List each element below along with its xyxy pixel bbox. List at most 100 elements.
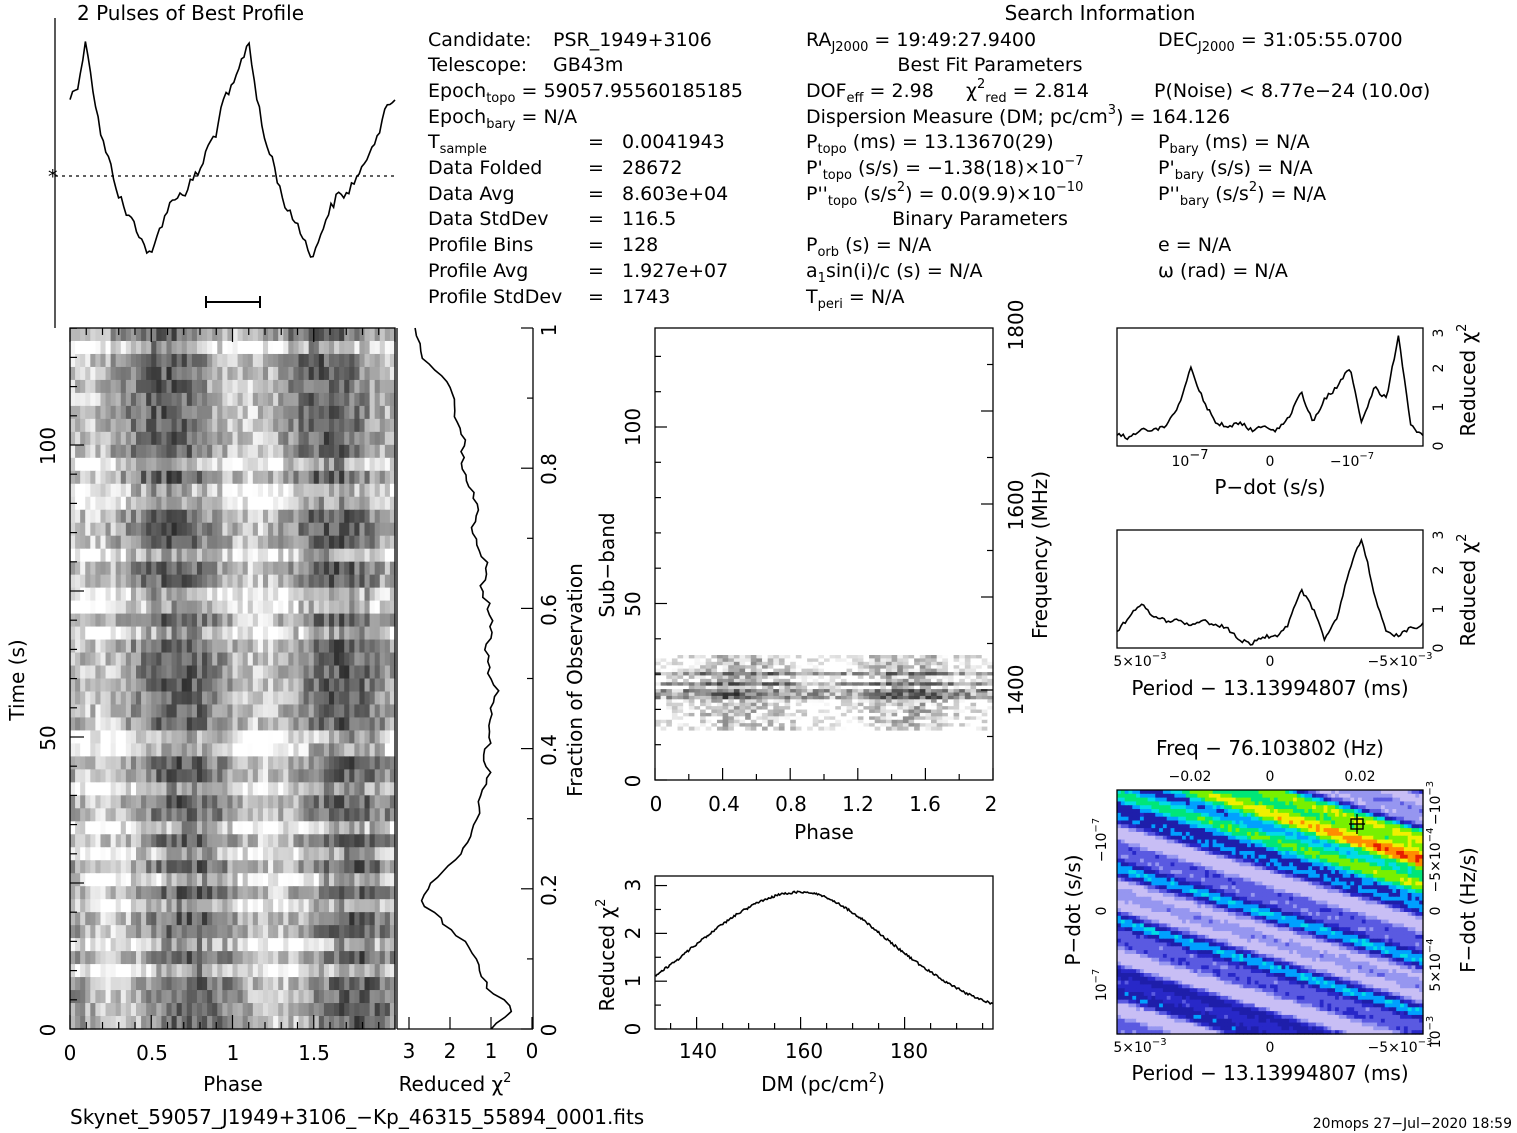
time-phase-cell [156, 574, 163, 589]
subband-cell [683, 716, 690, 721]
time-phase-cell [105, 899, 112, 913]
subband-cell [981, 702, 988, 707]
subband-cell [773, 675, 780, 680]
time-phase-cell [379, 704, 386, 719]
subband-cell [885, 655, 893, 660]
time-phase-cell [359, 730, 366, 745]
subband-cell [925, 706, 932, 711]
time-phase-cell [80, 366, 86, 381]
time-phase-cell [339, 756, 345, 770]
time-phase-cell [334, 769, 340, 783]
subband-cell [936, 689, 943, 694]
time-phase-cell [318, 457, 325, 472]
time-phase-cell [379, 795, 386, 809]
subband-cell [840, 706, 848, 711]
time-phase-cell [242, 704, 249, 719]
time-phase-cell [196, 769, 203, 783]
time-phase-cell [268, 977, 274, 991]
time-phase-cell [136, 509, 142, 524]
time-phase-cell [318, 444, 325, 459]
time-phase-cell [323, 613, 330, 628]
time-phase-cell [100, 964, 107, 978]
subband-cell [852, 678, 859, 683]
time-phase-cell [136, 951, 142, 965]
time-phase-cell [217, 470, 223, 485]
time-phase-cell [181, 470, 188, 485]
time-phase-cell [196, 457, 203, 472]
time-phase-cell [328, 328, 335, 342]
time-phase-cell [339, 717, 345, 732]
time-phase-cell [354, 951, 361, 965]
time-phase-cell [171, 1003, 178, 1017]
time-phase-cell [80, 561, 86, 576]
time-phase-cell [293, 743, 300, 757]
time-phase-cell [176, 821, 183, 835]
time-phase-cell [308, 704, 315, 719]
time-phase-cell [222, 340, 229, 355]
time-phase-cell [110, 964, 117, 978]
time-phase-cell [186, 873, 193, 887]
subband-cell [711, 678, 718, 683]
time-phase-cell [278, 977, 284, 991]
subband-cell [655, 709, 662, 714]
time-phase-cell [75, 977, 81, 991]
time-phase-cell [80, 535, 86, 550]
time-phase-cell [247, 392, 254, 407]
time-phase-cell [171, 782, 178, 796]
time-phase-cell [136, 756, 142, 770]
subband-cell [711, 682, 718, 687]
time-phase-cell [75, 964, 81, 978]
subband-cell [953, 675, 960, 680]
subband-cell [756, 726, 763, 731]
time-phase-cell [151, 938, 157, 952]
time-phase-cell [242, 951, 249, 965]
subband-cell [655, 712, 662, 717]
time-phase-cell [308, 730, 315, 745]
time-phase-cell [80, 795, 86, 809]
time-phase-cell [232, 756, 239, 770]
time-phase-cell [120, 912, 127, 926]
time-phase-cell [359, 704, 366, 719]
subband-cell [762, 655, 769, 660]
time-phase-cell [115, 795, 122, 809]
time-phase-cell [196, 418, 203, 433]
time-phase-cell [242, 990, 249, 1004]
time-phase-cell [181, 899, 188, 913]
time-phase-cell [364, 639, 371, 654]
time-phase-cell [146, 392, 152, 407]
subband-cell [863, 689, 870, 694]
subband-cell [790, 672, 797, 677]
time-phase-cell [262, 353, 269, 368]
time-phase-cell [379, 769, 386, 783]
time-phase-cell [120, 328, 127, 342]
time-phase-cell [232, 860, 239, 874]
time-phase-cell [369, 912, 376, 926]
time-phase-cell [207, 418, 213, 433]
time-phase-cell [242, 1003, 249, 1017]
time-phase-cell [323, 847, 330, 861]
time-phase-cell [278, 574, 284, 589]
time-phase-cell [186, 834, 193, 848]
time-phase-cell [90, 522, 96, 537]
time-phase-cell [389, 847, 396, 861]
time-phase-cell [389, 613, 396, 628]
time-phase-cell [359, 782, 366, 796]
subband-cell [863, 699, 870, 704]
subband-cell [750, 685, 757, 690]
time-phase-cell [364, 847, 371, 861]
time-phase-cell [186, 938, 193, 952]
time-phase-cell [166, 834, 173, 848]
time-phase-cell [344, 938, 350, 952]
time-phase-cell [202, 561, 208, 576]
time-phase-cell [288, 925, 295, 939]
time-phase-cell [359, 457, 366, 472]
time-phase-cell [110, 1016, 117, 1030]
subband-cell [705, 658, 712, 663]
subband-cell [716, 692, 724, 697]
time-phase-cell [334, 328, 340, 342]
subband-cell [835, 655, 842, 660]
time-phase-cell [222, 951, 229, 965]
time-phase-cell [242, 847, 249, 861]
subband-cell [914, 675, 921, 680]
subband-cell [925, 702, 932, 707]
